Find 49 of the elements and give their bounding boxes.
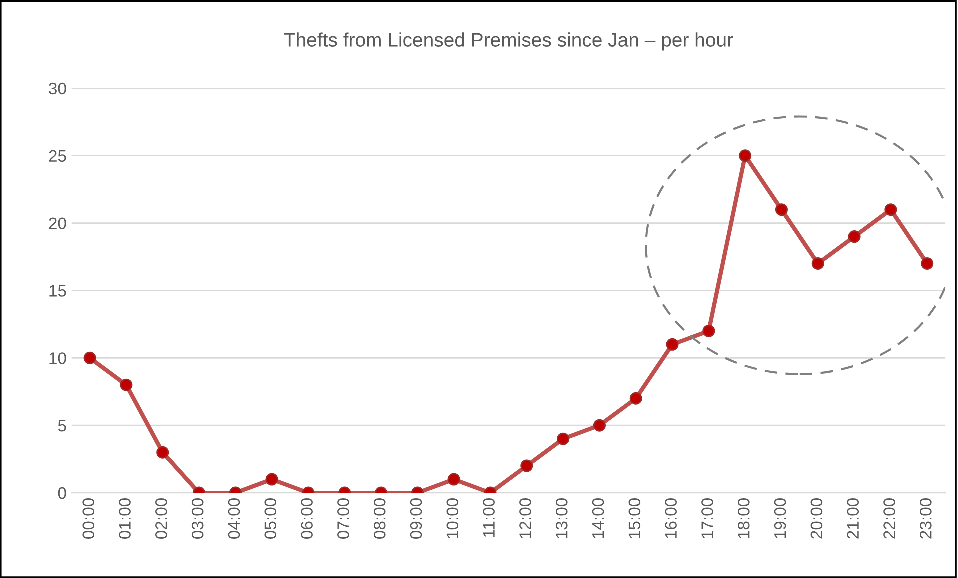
y-tick-label: 15 <box>50 285 66 297</box>
point <box>266 473 278 486</box>
x-tick-label: 15:00 <box>628 498 641 538</box>
x-tick-label: 10:00 <box>446 498 459 538</box>
x-tick-label: 13:00 <box>556 498 568 538</box>
x-tick-label: 19:00 <box>774 498 786 538</box>
x-tick-label: 22:00 <box>884 498 896 539</box>
point <box>120 378 133 392</box>
y-tick-label: 20 <box>49 218 66 230</box>
point <box>702 324 716 338</box>
point <box>557 432 570 446</box>
point <box>666 338 679 351</box>
x-tick-label: 07:00 <box>338 498 350 539</box>
point <box>884 204 898 216</box>
x-tick-label: 20:00 <box>810 498 823 539</box>
point <box>448 473 460 486</box>
point <box>156 446 170 459</box>
point <box>630 392 642 405</box>
y-tick-label: 5 <box>58 420 66 432</box>
x-tick-label: 16:00 <box>665 498 677 538</box>
point <box>812 258 824 270</box>
x-tick-label: 18:00 <box>738 498 750 538</box>
x-tick-label: 00:00 <box>82 498 95 539</box>
x-tick-label: 17:00 <box>702 498 714 538</box>
x-tick-label: 09:00 <box>410 498 422 539</box>
point <box>593 419 606 432</box>
point <box>921 258 934 270</box>
x-tick-label: 11:00 <box>483 498 495 538</box>
y-tick-label: 25 <box>49 150 66 162</box>
x-tick-label: 01:00 <box>119 498 131 539</box>
chart-title: Thefts from Licensed Premises since Jan – per hour <box>284 32 734 51</box>
x-tick-label: 23:00 <box>920 498 932 539</box>
x-tick-label: 12:00 <box>520 498 532 538</box>
point <box>739 150 752 162</box>
x-tick-label: 05:00 <box>264 498 277 539</box>
y-tick-label: 0 <box>58 487 66 500</box>
x-tick-label: 21:00 <box>847 498 860 539</box>
point <box>848 230 861 244</box>
x-tick-label: 06:00 <box>301 498 313 539</box>
x-tick-label: 02:00 <box>156 498 168 539</box>
point <box>775 204 788 216</box>
y-tick-label: 30 <box>49 82 66 95</box>
point <box>84 352 96 364</box>
y-tick-label: 10 <box>50 352 66 364</box>
x-tick-label: 14:00 <box>592 498 604 538</box>
x-tick-label: 08:00 <box>374 498 386 539</box>
x-tick-label: 03:00 <box>192 498 204 539</box>
point <box>520 460 534 472</box>
x-tick-label: 04:00 <box>228 498 240 539</box>
